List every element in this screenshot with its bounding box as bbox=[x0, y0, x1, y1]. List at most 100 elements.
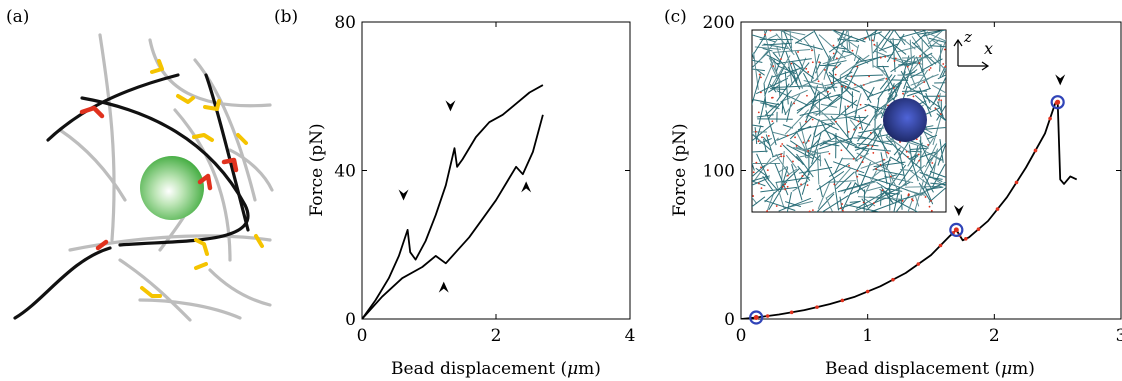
network-filament bbox=[769, 83, 777, 93]
network-filament bbox=[895, 194, 911, 212]
network-crosslink bbox=[912, 199, 914, 202]
network-crosslink bbox=[833, 183, 836, 186]
network-crosslink bbox=[901, 199, 904, 202]
network-filament bbox=[769, 137, 779, 148]
network-filament bbox=[862, 30, 879, 41]
network-crosslink bbox=[894, 57, 897, 60]
panel-a: (a) bbox=[6, 7, 274, 322]
network-filament bbox=[784, 201, 802, 208]
panel-c-y-axis-label: Force (pN) bbox=[670, 123, 690, 216]
panel-b-y-axis-label: Force (pN) bbox=[307, 123, 327, 216]
network-filament bbox=[828, 162, 850, 178]
network-filament bbox=[822, 80, 848, 87]
network-crosslink bbox=[793, 102, 796, 105]
network-crosslink bbox=[772, 65, 775, 68]
network-crosslink bbox=[811, 61, 814, 64]
y-tick-label: 80 bbox=[334, 13, 356, 33]
network-filament bbox=[833, 180, 840, 211]
network-crosslink bbox=[906, 155, 909, 158]
network-filament bbox=[920, 58, 943, 72]
network-crosslink bbox=[857, 120, 860, 123]
network-filament bbox=[873, 44, 887, 53]
network-filament bbox=[820, 121, 832, 140]
network-filament bbox=[784, 71, 789, 105]
network-filament bbox=[762, 175, 774, 191]
network-crosslink bbox=[823, 69, 826, 71]
network-filament bbox=[786, 192, 792, 212]
network-filament bbox=[906, 85, 923, 96]
arrowhead-icon bbox=[398, 189, 409, 201]
network-filament bbox=[863, 170, 877, 197]
network-filament bbox=[919, 140, 933, 169]
trace-dot bbox=[815, 305, 819, 309]
network-filament bbox=[937, 141, 946, 166]
network-filament bbox=[844, 105, 849, 138]
network-filament bbox=[818, 137, 854, 150]
network-filament bbox=[756, 125, 762, 141]
network-filament bbox=[911, 41, 937, 65]
network-filament bbox=[812, 102, 836, 126]
network-filament bbox=[898, 163, 915, 186]
network-filament bbox=[908, 144, 913, 164]
network-crosslink bbox=[860, 156, 862, 159]
network-crosslink bbox=[853, 128, 856, 131]
network-filament bbox=[766, 54, 780, 63]
network-filament bbox=[925, 186, 944, 190]
network-filament bbox=[799, 121, 808, 151]
network-crosslink bbox=[902, 92, 904, 95]
network-filament bbox=[906, 189, 926, 196]
network-filament bbox=[799, 78, 819, 88]
network-filament bbox=[776, 40, 789, 72]
network-crosslink bbox=[862, 201, 865, 204]
network-filament bbox=[752, 68, 765, 72]
network-filament bbox=[889, 156, 905, 166]
network-filament bbox=[785, 51, 798, 84]
network-filament bbox=[919, 39, 940, 57]
network-filament bbox=[903, 57, 916, 90]
network-filament bbox=[856, 161, 872, 194]
network-crosslink bbox=[942, 63, 945, 65]
z-axis-arrow-icon bbox=[953, 38, 963, 66]
network-filament bbox=[824, 158, 836, 182]
network-crosslink bbox=[757, 111, 760, 114]
network-filament bbox=[843, 181, 852, 194]
network-crosslink bbox=[859, 126, 861, 129]
network-crosslink bbox=[856, 169, 859, 172]
network-filament bbox=[887, 69, 918, 92]
network-filament bbox=[832, 30, 845, 60]
network-crosslink bbox=[805, 120, 807, 123]
network-crosslink bbox=[906, 65, 909, 68]
network-filament bbox=[928, 176, 943, 180]
x-tick-label: 0 bbox=[357, 326, 368, 346]
network-crosslink bbox=[758, 73, 761, 76]
network-crosslink bbox=[811, 49, 813, 52]
x-tick-label: 0 bbox=[736, 326, 747, 346]
network-filament bbox=[918, 182, 931, 202]
network-filament bbox=[752, 196, 758, 205]
network-filament bbox=[846, 126, 858, 150]
network-filament bbox=[773, 65, 786, 88]
network-filament bbox=[803, 79, 824, 86]
panel-c-annotations bbox=[953, 74, 1066, 217]
network-crosslink bbox=[944, 65, 946, 68]
x-axis-arrow-icon bbox=[958, 61, 990, 71]
network-filament bbox=[885, 157, 891, 170]
network-filament bbox=[784, 30, 806, 36]
network-filament bbox=[891, 79, 909, 81]
arrowhead-icon bbox=[438, 281, 449, 293]
trace-dot bbox=[789, 310, 794, 315]
network-filament bbox=[768, 57, 782, 84]
network-filament bbox=[782, 144, 800, 162]
network-filament bbox=[752, 175, 771, 182]
network-filament bbox=[780, 89, 808, 103]
network-filament bbox=[874, 50, 909, 66]
network-filament bbox=[858, 123, 882, 147]
network-filament bbox=[814, 50, 838, 82]
network-filament bbox=[873, 95, 894, 121]
network-crosslink bbox=[924, 196, 927, 198]
network-filament bbox=[818, 115, 856, 122]
crosslinks-red bbox=[79, 105, 239, 251]
network-crosslink bbox=[934, 107, 937, 110]
trace-dot bbox=[976, 227, 981, 231]
network-filament bbox=[929, 170, 946, 178]
